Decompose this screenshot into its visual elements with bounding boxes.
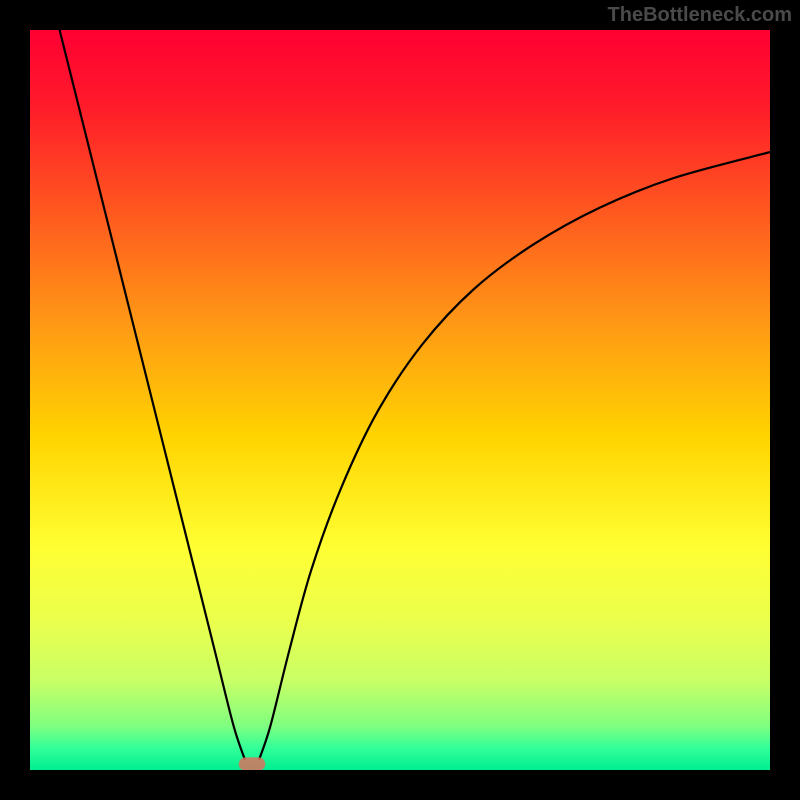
gradient-background <box>30 30 770 770</box>
curve-minimum-marker <box>239 757 266 770</box>
chart-svg <box>30 30 770 770</box>
watermark-text: TheBottleneck.com <box>608 4 792 27</box>
plot-area <box>30 30 770 770</box>
